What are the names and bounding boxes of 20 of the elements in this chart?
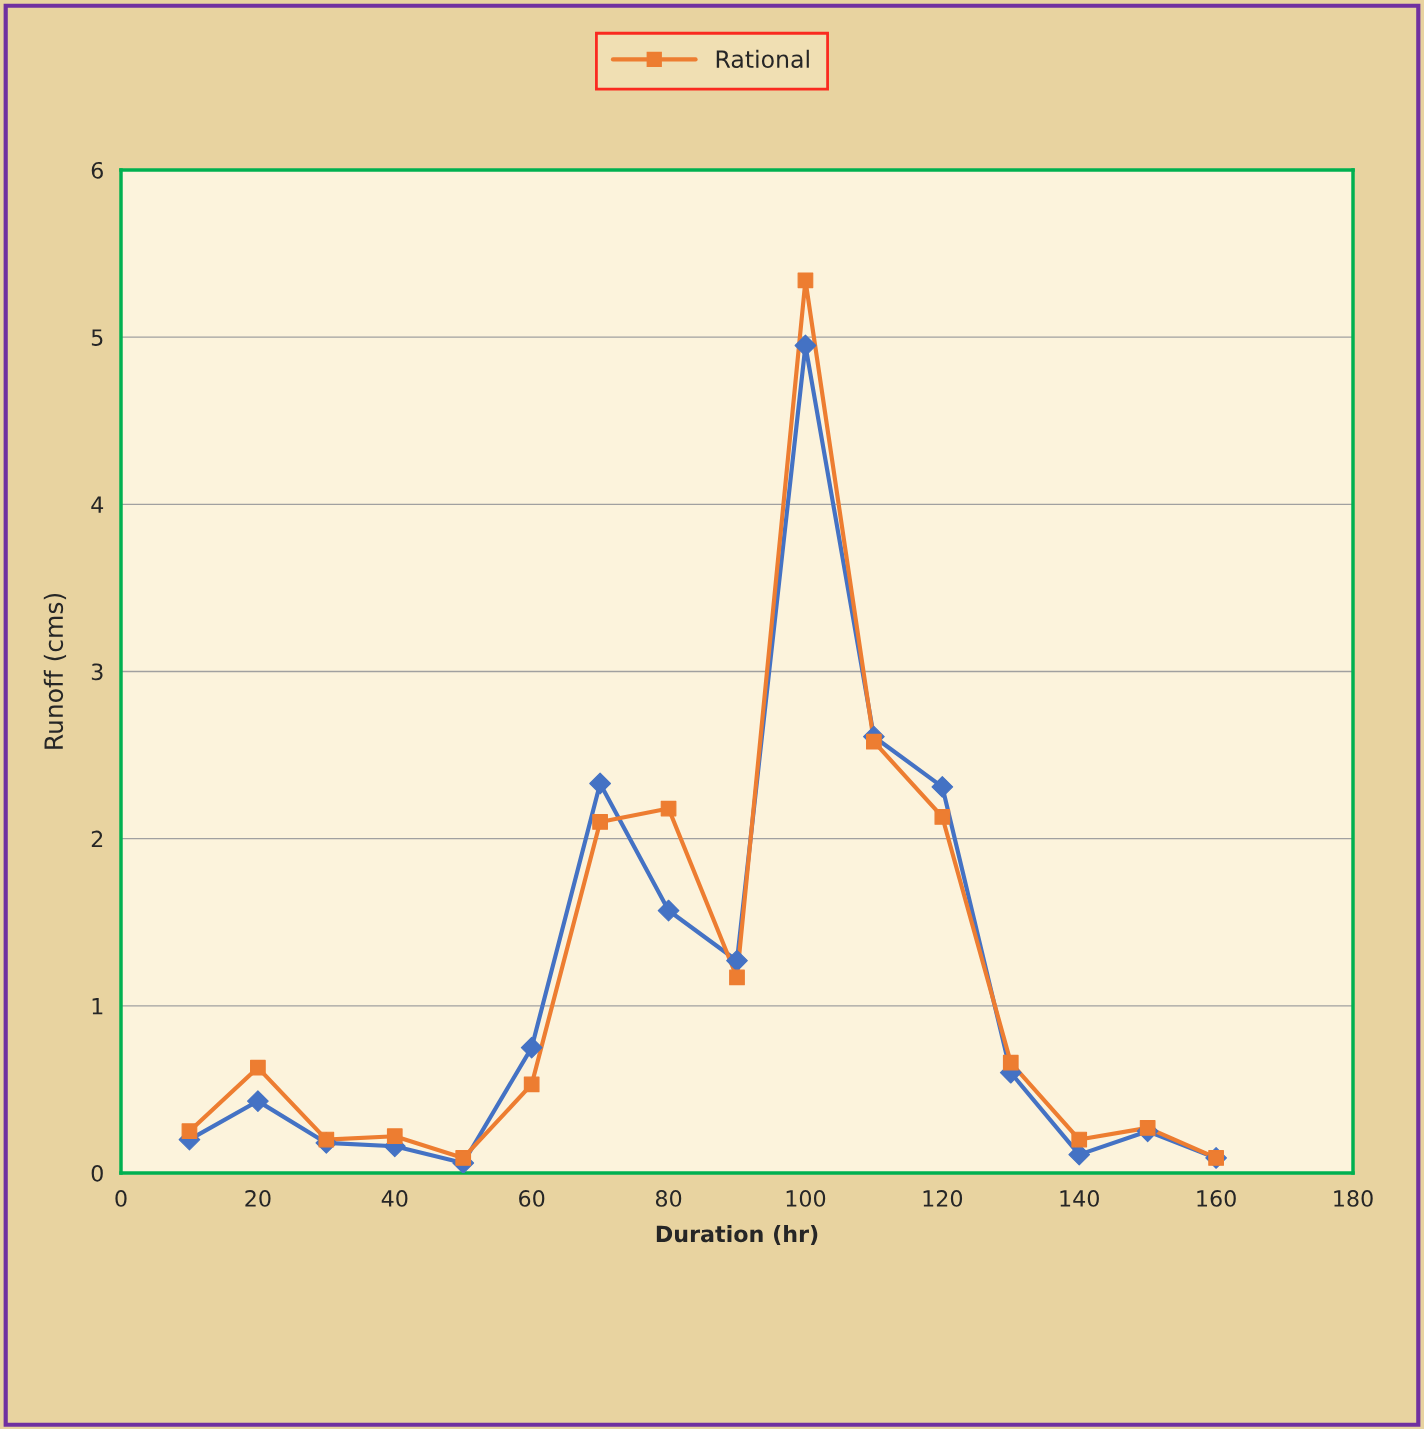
y-tick-label: 5 bbox=[91, 329, 103, 346]
y-tick-label: 3 bbox=[91, 663, 103, 681]
y-tick-label: 0 bbox=[91, 1164, 103, 1182]
y-tick-label: 1 bbox=[92, 998, 103, 1015]
x-tick-label: 0 bbox=[115, 1190, 127, 1207]
y-tick-label: 2 bbox=[91, 830, 103, 848]
x-tick-label: 100 bbox=[786, 1190, 826, 1207]
x-axis-title: Duration (hr) bbox=[656, 1225, 818, 1245]
x-tick-label: 60 bbox=[519, 1190, 545, 1207]
x-tick-label: 180 bbox=[1334, 1190, 1373, 1207]
x-tick-label: 120 bbox=[923, 1190, 963, 1207]
x-tick-label: 160 bbox=[1197, 1190, 1236, 1207]
y-axis-title: Runoff (cms) bbox=[43, 593, 67, 749]
x-tick-label: 140 bbox=[1060, 1190, 1099, 1207]
y-tick-label: 6 bbox=[91, 161, 103, 179]
y-tick-label: 4 bbox=[91, 496, 104, 513]
legend-label: Rational bbox=[716, 49, 809, 69]
x-tick-label: 20 bbox=[245, 1190, 271, 1207]
x-tick-label: 40 bbox=[381, 1190, 408, 1207]
x-tick-label: 80 bbox=[655, 1190, 682, 1207]
